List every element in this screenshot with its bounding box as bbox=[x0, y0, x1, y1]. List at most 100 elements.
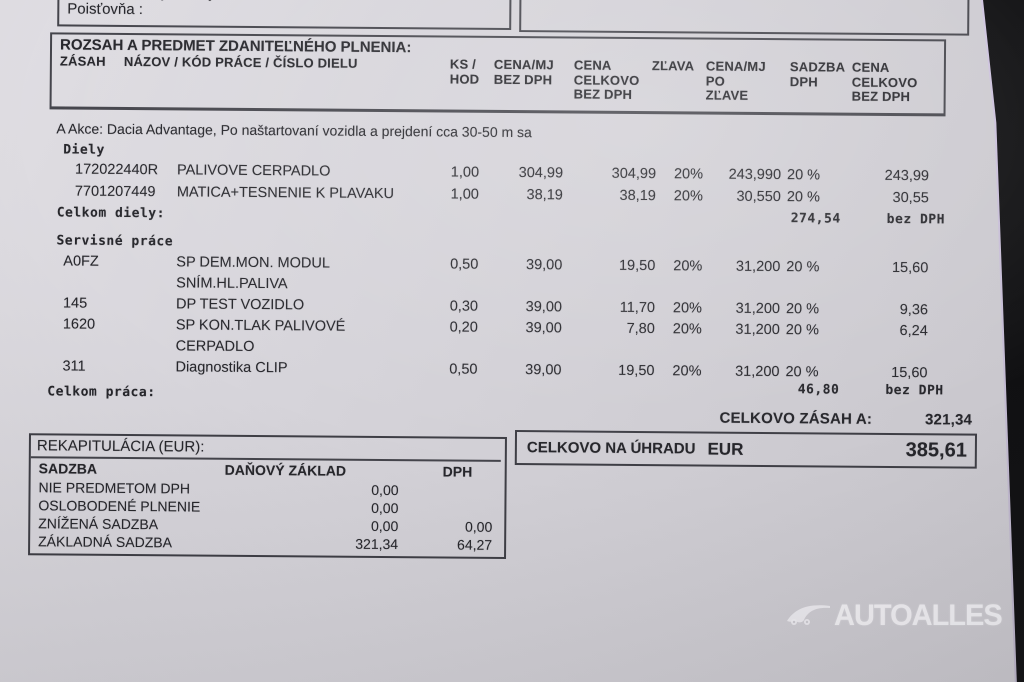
labor-code: 311 bbox=[62, 358, 86, 375]
labor-qty: 0,20 bbox=[449, 319, 478, 336]
col-total: CENA CELKOVO BEZ DPH bbox=[573, 57, 640, 102]
labor-unit-price: 39,00 bbox=[525, 299, 563, 316]
part-vat-rate: 20 % bbox=[786, 189, 820, 206]
recap-col-base: DAŇOVÝ ZÁKLAD bbox=[224, 461, 347, 479]
recap-row-base: 0,00 bbox=[370, 517, 399, 535]
col-discount: ZĽAVA bbox=[651, 58, 695, 74]
part-vat-rate: 20 % bbox=[786, 167, 821, 184]
labor-after-discount: 31,200 bbox=[735, 363, 780, 381]
part-name: PALIVOVE CERPADLO bbox=[176, 162, 331, 180]
labor-total-vat: 15,60 bbox=[891, 364, 928, 382]
labor-total: 11,70 bbox=[619, 299, 656, 317]
labor-after-discount: 31,200 bbox=[735, 321, 780, 339]
labor-qty: 0,30 bbox=[449, 298, 479, 315]
labor-unit-price: 39,00 bbox=[525, 362, 562, 379]
labor-discount: 20% bbox=[672, 321, 702, 338]
recap-row-label: NIE PREDMETOM DPH bbox=[38, 479, 191, 497]
labor-total-vat: 15,60 bbox=[891, 259, 929, 277]
labor-code: A0FZ bbox=[63, 253, 99, 270]
payment-currency: EUR bbox=[707, 439, 744, 459]
col-qty: KS / HOD bbox=[449, 56, 480, 87]
parts-total-label: Celkom diely: bbox=[56, 205, 166, 222]
intervention-note: A Akce: Dacia Advantage, Po naštartovaní… bbox=[56, 120, 532, 141]
intervention-total-value: 321,34 bbox=[924, 411, 973, 429]
labor-vat-rate: 20 % bbox=[785, 322, 819, 339]
part-total-vat: 243,99 bbox=[884, 167, 930, 185]
labor-unit-price: 39,00 bbox=[525, 320, 562, 337]
labor-total-vat: 9,36 bbox=[899, 302, 929, 319]
part-name: MATICA+TESNENIE K PLAVAKU bbox=[176, 184, 395, 203]
labor-vat-rate: 20 % bbox=[786, 259, 820, 276]
labor-discount: 20% bbox=[672, 300, 703, 317]
recap-row-base: 0,00 bbox=[371, 499, 399, 517]
payment-label: CELKOVO NA ÚHRADU bbox=[526, 439, 696, 458]
parts-total-suffix: bez DPH bbox=[886, 211, 946, 228]
scope-title: ROZSAH A PREDMET ZDANITEĽNÉHO PLNENIA: bbox=[59, 36, 412, 57]
scope-header-box: ROZSAH A PREDMET ZDANITEĽNÉHO PLNENIA: Z… bbox=[49, 32, 947, 117]
labor-vat-rate: 20 % bbox=[785, 364, 819, 381]
insurer-label: Poisťovňa : bbox=[67, 0, 144, 19]
part-after-discount: 30,550 bbox=[736, 188, 781, 206]
labor-qty: 0,50 bbox=[449, 361, 478, 378]
autoalles-logo: AUTOALLES bbox=[786, 594, 1003, 638]
car-icon bbox=[786, 599, 834, 634]
recap-row-vat: 64,27 bbox=[457, 536, 493, 553]
recap-row: ZÁKLADNÁ SADZBA 321,34 64,27 bbox=[30, 533, 500, 555]
contract-info-box: Číslo servisnej zmluvy : Poisťovňa : bbox=[57, 0, 512, 30]
part-qty: 1,00 bbox=[450, 164, 480, 181]
labor-qty: 0,50 bbox=[450, 256, 479, 273]
col-unit-price: CENA/MJ BEZ DPH bbox=[493, 56, 554, 87]
labor-name: SP DEM.MON. MODUL bbox=[176, 254, 331, 272]
part-discount: 20% bbox=[673, 188, 703, 205]
payment-total-box: CELKOVO NA ÚHRADU EUR 385,61 bbox=[514, 430, 978, 469]
recap-row-label: ZÁKLADNÁ SADZBA bbox=[38, 533, 173, 551]
recap-col-rate: SADZBA bbox=[38, 460, 98, 477]
labor-name-line2: CERPADLO bbox=[175, 338, 255, 355]
part-qty: 1,00 bbox=[450, 186, 479, 203]
recap-row-base: 321,34 bbox=[355, 535, 399, 553]
col-after-discount: CENA/MJ PO ZĽAVE bbox=[705, 58, 766, 103]
labor-discount: 20% bbox=[673, 258, 703, 275]
labor-total: 19,50 bbox=[618, 257, 656, 275]
part-code: 172022440R bbox=[75, 161, 159, 179]
labor-name: DP TEST VOZIDLO bbox=[175, 296, 305, 314]
labor-total: 7,80 bbox=[626, 320, 655, 338]
watermark-brand: AUTOALLES bbox=[834, 599, 1003, 632]
parts-total-value: 274,54 bbox=[790, 211, 841, 227]
col-vat-rate: SADZBA DPH bbox=[789, 59, 846, 89]
part-discount: 20% bbox=[673, 166, 704, 183]
labor-total-label: Celkom práca: bbox=[47, 384, 156, 401]
part-unit-price: 304,99 bbox=[518, 165, 564, 182]
part-total: 304,99 bbox=[611, 165, 657, 183]
recap-box: REKAPITULÁCIA (EUR): SADZBA DAŇOVÝ ZÁKLA… bbox=[28, 433, 507, 559]
labor-code: 1620 bbox=[62, 316, 96, 333]
labor-name-line2: SNÍM.HL.PALIVA bbox=[176, 275, 288, 293]
recap-row-label: OSLOBODENÉ PLNENIE bbox=[38, 497, 201, 515]
labor-code: 145 bbox=[62, 295, 88, 312]
recap-row-vat: 0,00 bbox=[464, 518, 493, 535]
part-code: 7701207449 bbox=[74, 183, 156, 201]
labor-section-label: Servisné práce bbox=[56, 233, 174, 250]
labor-discount: 20% bbox=[672, 363, 702, 380]
labor-name: SP KON.TLAK PALIVOVÉ bbox=[175, 317, 346, 335]
recap-row-label: ZNÍŽENÁ SADZBA bbox=[38, 515, 159, 533]
labor-after-discount: 31,200 bbox=[735, 300, 781, 318]
labor-name: Diagnostika CLIP bbox=[175, 359, 288, 377]
col-name: NÁZOV / KÓD PRÁCE / ČÍSLO DIELU bbox=[123, 53, 358, 71]
recap-col-vat: DPH bbox=[442, 463, 473, 480]
col-zasah: ZÁSAH bbox=[59, 53, 106, 69]
parts-section-label: Diely bbox=[63, 142, 105, 158]
labor-total-vat: 6,24 bbox=[899, 323, 928, 340]
part-unit-price: 38,19 bbox=[526, 187, 563, 204]
recap-title: REKAPITULÁCIA (EUR): bbox=[36, 437, 205, 456]
col-total-vat: CENA CELKOVO BEZ DPH bbox=[851, 59, 918, 105]
labor-total: 19,50 bbox=[618, 362, 655, 380]
part-total-vat: 30,55 bbox=[892, 189, 929, 207]
part-after-discount: 243,990 bbox=[728, 166, 782, 184]
payment-value: 385,61 bbox=[905, 439, 967, 462]
intervention-total-label: CELKOVO ZÁSAH A: bbox=[719, 409, 873, 428]
recap-row-vat bbox=[411, 482, 493, 483]
recap-row-vat bbox=[410, 500, 492, 501]
